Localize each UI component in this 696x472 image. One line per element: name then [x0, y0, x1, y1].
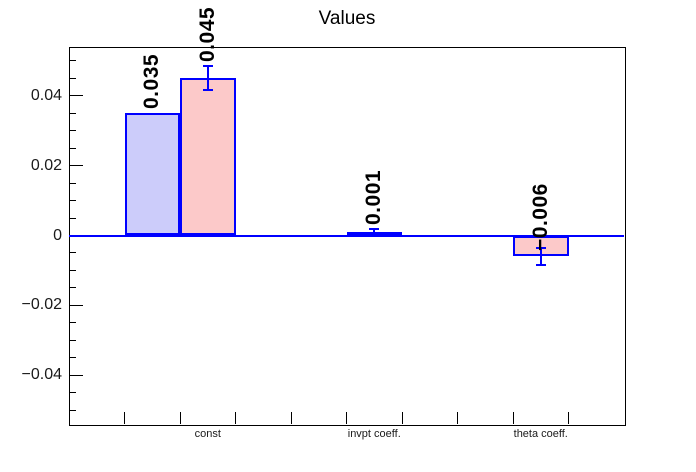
value-label-wrap: −0.006 — [529, 184, 553, 252]
error-bar-line — [373, 228, 376, 236]
x-bin-tick — [124, 412, 125, 424]
value-label-wrap: 0.001 — [362, 169, 386, 224]
error-bar-line — [539, 247, 542, 266]
y-minor-tick — [69, 252, 76, 254]
y-minor-tick — [69, 322, 76, 324]
y-tick-label: −0.02 — [21, 296, 62, 314]
y-tick-label: 0.04 — [30, 86, 62, 104]
y-minor-tick — [69, 392, 76, 394]
x-bin-tick — [179, 412, 181, 424]
chart-title: Values — [318, 8, 376, 29]
x-bin-tick — [346, 412, 347, 424]
y-minor-tick — [69, 269, 76, 271]
y-minor-tick — [69, 147, 76, 149]
value-label: 0.045 — [195, 6, 219, 62]
y-major-tick — [69, 304, 83, 306]
bar-series-blue-const — [124, 113, 180, 236]
y-minor-tick — [69, 217, 76, 219]
y-minor-tick — [69, 130, 76, 132]
y-minor-tick — [69, 200, 76, 202]
error-bar-line — [206, 65, 209, 91]
y-tick-label: −0.04 — [21, 366, 62, 384]
y-minor-tick — [69, 409, 76, 411]
y-major-tick — [69, 95, 83, 97]
error-bar-cap-top — [369, 227, 380, 230]
x-category-label: theta coeff. — [513, 428, 568, 440]
y-minor-tick — [69, 339, 76, 341]
x-bin-tick — [457, 412, 458, 424]
x-bin-tick — [568, 412, 569, 424]
x-category-label: const — [194, 428, 221, 440]
y-tick-label: 0.02 — [30, 156, 62, 174]
bar-series-pink-const — [180, 78, 236, 236]
x-bin-tick — [290, 412, 292, 424]
error-bar-cap-bottom — [369, 234, 380, 237]
value-label: −0.006 — [528, 183, 552, 252]
error-bar-cap-top — [535, 246, 546, 249]
y-minor-tick — [69, 287, 76, 289]
y-minor-tick — [69, 182, 76, 184]
error-bar-cap-top — [202, 64, 213, 67]
value-label: 0.035 — [140, 54, 164, 110]
x-bin-tick — [401, 412, 403, 424]
error-bar-cap-bottom — [535, 264, 546, 267]
y-minor-tick — [69, 357, 76, 359]
x-bin-tick — [235, 412, 236, 424]
y-minor-tick — [69, 60, 76, 62]
y-major-tick — [69, 374, 83, 376]
value-label: 0.001 — [362, 169, 386, 225]
y-major-tick — [69, 165, 83, 167]
x-bin-tick — [512, 412, 514, 424]
y-minor-tick — [69, 77, 76, 79]
y-tick-label: 0 — [53, 226, 62, 244]
x-category-label: invpt coeff. — [347, 428, 401, 440]
y-minor-tick — [69, 112, 76, 114]
value-label-wrap: 0.035 — [140, 54, 164, 109]
value-label-wrap: 0.045 — [196, 7, 220, 62]
error-bar-cap-bottom — [202, 89, 213, 92]
plot-frame — [69, 47, 626, 426]
